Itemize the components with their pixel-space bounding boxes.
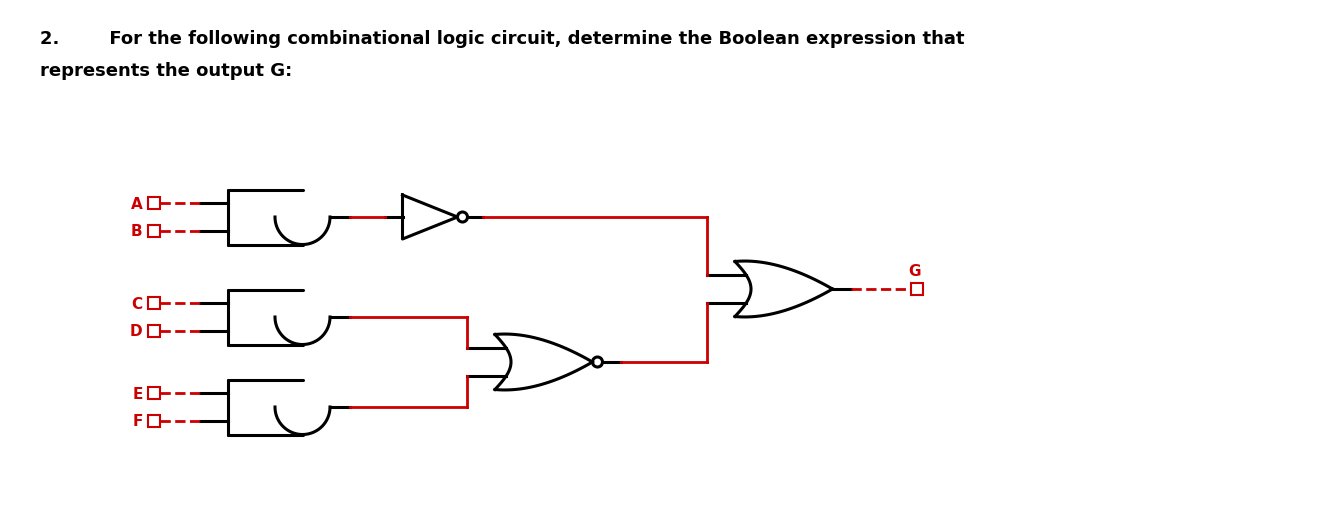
Text: E: E bbox=[132, 386, 143, 401]
Text: B: B bbox=[131, 224, 143, 239]
Bar bbox=[148, 325, 160, 337]
Text: G: G bbox=[908, 264, 921, 278]
Text: A: A bbox=[131, 196, 143, 211]
Bar bbox=[148, 198, 160, 210]
Bar bbox=[148, 298, 160, 309]
Text: F: F bbox=[132, 413, 143, 429]
Text: C: C bbox=[132, 296, 143, 311]
Text: D: D bbox=[129, 324, 143, 338]
Bar bbox=[148, 387, 160, 400]
Text: represents the output G:: represents the output G: bbox=[40, 62, 292, 80]
Bar bbox=[911, 284, 923, 295]
Text: 2.        For the following combinational logic circuit, determine the Boolean e: 2. For the following combinational logic… bbox=[40, 30, 965, 48]
Bar bbox=[148, 415, 160, 427]
Bar bbox=[148, 225, 160, 237]
